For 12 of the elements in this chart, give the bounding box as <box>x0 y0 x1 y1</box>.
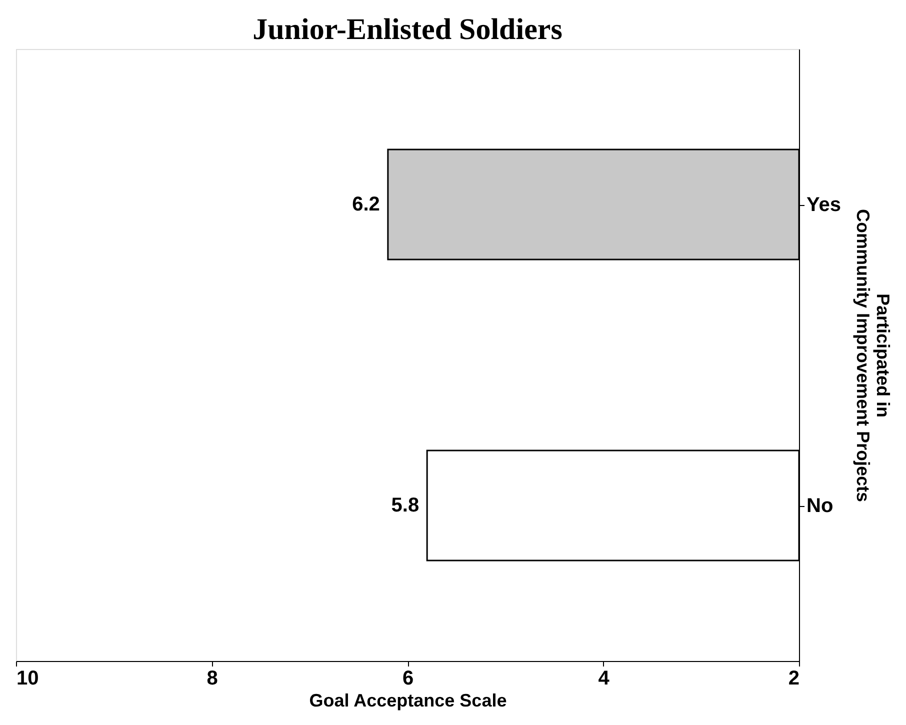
y-axis-title: Participated in Community Improvement Projects <box>852 208 893 502</box>
data-label: 5.8 <box>391 494 420 516</box>
data-label: 6.2 <box>352 194 380 216</box>
x-tick-label: 6 <box>402 668 414 690</box>
y-tick-label: Yes <box>806 194 841 216</box>
x-tick-label: 2 <box>788 668 800 690</box>
x-tick-label: 10 <box>16 668 39 690</box>
chart-title: Junior-Enlisted Soldiers <box>252 13 562 46</box>
y-tick-label: No <box>806 495 834 517</box>
x-tick-label: 8 <box>206 668 218 690</box>
x-axis-title: Goal Acceptance Scale <box>309 690 507 710</box>
x-tick-label: 4 <box>598 668 610 690</box>
